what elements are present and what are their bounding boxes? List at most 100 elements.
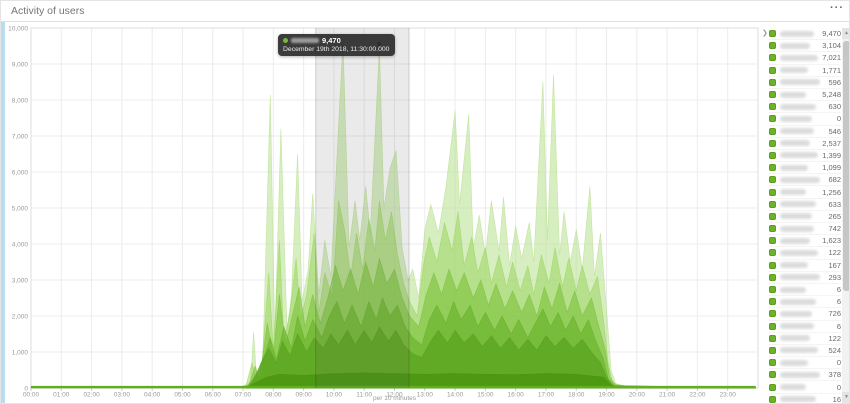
series-label-redacted bbox=[780, 286, 806, 293]
legend-row[interactable]: 1,399 bbox=[769, 150, 841, 163]
series-label-redacted bbox=[780, 249, 818, 256]
legend-row[interactable]: 1,623 bbox=[769, 235, 841, 248]
panel-options-icon[interactable]: ··· bbox=[830, 2, 844, 14]
x-tick-label: 10:00 bbox=[326, 392, 343, 399]
series-label-redacted bbox=[780, 323, 814, 330]
legend-row[interactable]: 1,771 bbox=[769, 65, 841, 77]
legend-row[interactable]: 5,248 bbox=[769, 89, 841, 102]
series-color-dot bbox=[769, 151, 776, 159]
y-tick-label: 3,000 bbox=[12, 277, 29, 284]
legend-row[interactable]: 546 bbox=[769, 126, 841, 138]
series-label-redacted bbox=[780, 310, 812, 317]
series-label-redacted bbox=[780, 335, 810, 342]
legend-row[interactable]: 16 bbox=[769, 394, 841, 403]
series-label-redacted bbox=[780, 274, 820, 281]
series-color-dot bbox=[769, 78, 776, 86]
series-value: 2,537 bbox=[822, 138, 841, 148]
x-tick-label: 00:00 bbox=[23, 392, 40, 399]
x-tick-label: 16:00 bbox=[508, 392, 525, 399]
series-label-redacted bbox=[780, 128, 814, 135]
series-value: 265 bbox=[828, 211, 841, 221]
x-tick-label: 18:00 bbox=[568, 392, 585, 399]
legend-row[interactable]: 0 bbox=[769, 113, 841, 126]
series-value: 630 bbox=[828, 102, 841, 112]
legend-row[interactable]: 524 bbox=[769, 345, 841, 358]
y-tick-label: 1,000 bbox=[12, 349, 29, 356]
x-tick-label: 22:00 bbox=[689, 392, 706, 399]
legend-row[interactable]: 6 bbox=[769, 296, 841, 309]
series-value: 293 bbox=[828, 272, 841, 282]
series-color-dot bbox=[769, 286, 776, 294]
series-label-redacted bbox=[780, 225, 814, 232]
legend-row[interactable]: 378 bbox=[769, 369, 841, 382]
tooltip-value: 9,470 bbox=[322, 36, 341, 45]
series-value: 6 bbox=[836, 321, 841, 331]
x-tick-label: 07:00 bbox=[235, 392, 252, 399]
legend-row[interactable]: 9,470 bbox=[769, 28, 841, 41]
series-value: 633 bbox=[828, 199, 841, 209]
series-label-redacted bbox=[780, 384, 806, 391]
tooltip-series-line: 9,470 bbox=[283, 36, 389, 45]
legend-row[interactable]: 726 bbox=[769, 308, 841, 321]
series-label-redacted bbox=[780, 189, 806, 196]
panel-header: Activity of users ··· bbox=[1, 1, 849, 22]
series-value: 1,399 bbox=[822, 150, 841, 160]
legend-toggle-icon[interactable]: ❯ bbox=[762, 30, 768, 37]
series-label-redacted bbox=[780, 54, 818, 61]
brush-selection[interactable] bbox=[315, 28, 410, 388]
x-tick-label: 06:00 bbox=[205, 392, 222, 399]
series-value: 9,470 bbox=[822, 29, 841, 39]
series-value: 0 bbox=[836, 358, 841, 368]
legend-row[interactable]: 0 bbox=[769, 381, 841, 394]
y-tick-label: 5,000 bbox=[12, 205, 29, 212]
legend-row[interactable]: 1,099 bbox=[769, 162, 841, 175]
legend-row[interactable]: 265 bbox=[769, 211, 841, 223]
legend-row[interactable]: 682 bbox=[769, 174, 841, 187]
legend-row[interactable]: 3,104 bbox=[769, 40, 841, 53]
series-value: 596 bbox=[828, 77, 841, 87]
x-tick-label: 08:00 bbox=[265, 392, 282, 399]
legend-row[interactable]: 122 bbox=[769, 333, 841, 345]
legend-row[interactable]: 167 bbox=[769, 260, 841, 272]
series-color-dot bbox=[769, 30, 776, 38]
legend-row[interactable]: 742 bbox=[769, 223, 841, 236]
x-axis-title: per 10 minutes bbox=[373, 395, 416, 402]
y-tick-label: 8,000 bbox=[12, 97, 29, 104]
scroll-down-icon[interactable]: ▼ bbox=[842, 392, 849, 403]
legend-row[interactable]: 630 bbox=[769, 101, 841, 114]
series-color-dot bbox=[769, 322, 776, 330]
series-color-dot bbox=[769, 225, 776, 233]
legend-row[interactable]: 122 bbox=[769, 247, 841, 260]
series-value: 3,104 bbox=[822, 41, 841, 51]
legend-row[interactable]: 6 bbox=[769, 284, 841, 297]
x-tick-label: 12:00 bbox=[386, 392, 403, 399]
legend-row[interactable]: 6 bbox=[769, 321, 841, 333]
series-color-dot bbox=[769, 310, 776, 318]
tooltip-series-dot bbox=[283, 38, 288, 43]
series-label-redacted bbox=[780, 30, 814, 37]
x-tick-label: 02:00 bbox=[83, 392, 100, 399]
legend-row[interactable]: 596 bbox=[769, 77, 841, 89]
legend-row[interactable]: 633 bbox=[769, 199, 841, 211]
legend-row[interactable]: 2,537 bbox=[769, 138, 841, 150]
legend-scrollbar[interactable]: ▲ ▼ bbox=[842, 28, 849, 403]
legend-row[interactable]: 1,256 bbox=[769, 186, 841, 199]
series-label-redacted bbox=[780, 164, 808, 171]
series-color-dot bbox=[769, 91, 776, 99]
series-color-dot bbox=[769, 273, 776, 281]
legend-row[interactable]: 7,021 bbox=[769, 52, 841, 65]
y-tick-label: 0 bbox=[24, 385, 28, 392]
scroll-up-icon[interactable]: ▲ bbox=[842, 28, 849, 39]
series-color-dot bbox=[769, 261, 776, 269]
legend-row[interactable]: 293 bbox=[769, 272, 841, 284]
series-label-redacted bbox=[780, 42, 810, 49]
x-tick-label: 01:00 bbox=[53, 392, 70, 399]
series-label-redacted bbox=[780, 237, 810, 244]
series-value: 1,099 bbox=[822, 163, 841, 173]
scrollbar-thumb[interactable] bbox=[843, 41, 849, 291]
series-color-dot bbox=[769, 371, 776, 379]
legend-row[interactable]: 0 bbox=[769, 357, 841, 370]
series-value: 1,771 bbox=[822, 65, 841, 75]
